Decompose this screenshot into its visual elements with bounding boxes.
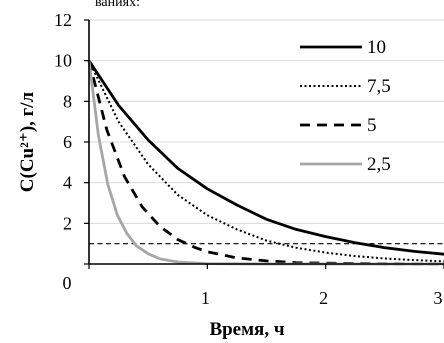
cropped-top-text: ваниях:: [95, 0, 140, 10]
series-lines: [87, 59, 444, 266]
legend-label-4: 2,5: [367, 154, 391, 175]
legend-label-3: 5: [367, 115, 377, 136]
legend-label-2: 7,5: [367, 76, 391, 97]
x-tick-label-3: 3: [434, 288, 443, 308]
y-tick-label-4: 4: [63, 173, 72, 193]
x-tick-label-1: 1: [201, 288, 210, 308]
y-tick-label-2: 2: [63, 213, 72, 233]
y-tick-label-10: 10: [54, 51, 72, 71]
series-line-2: [88, 60, 444, 263]
y-tick-label-6: 6: [63, 132, 72, 152]
x-tick-label-2: 2: [319, 288, 328, 308]
axes: [84, 19, 444, 269]
x-tick-label-0: 0: [63, 273, 72, 293]
series-line-1: [87, 59, 444, 256]
y-axis-title: C(Cu²⁺), г/л: [17, 91, 38, 192]
legend: 10 7,5 5 2,5: [300, 37, 391, 175]
y-tick-label-12: 12: [54, 10, 72, 30]
legend-label-1: 10: [367, 37, 386, 58]
y-tick-label-8: 8: [63, 91, 72, 111]
series-line-3: [87, 60, 444, 266]
grid-lines: [89, 19, 444, 224]
x-axis-title: Время, ч: [209, 319, 284, 340]
series-line-4: [87, 60, 444, 266]
